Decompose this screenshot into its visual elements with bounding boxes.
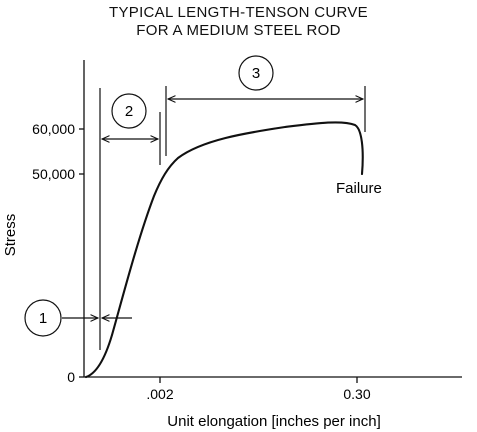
region-1-label: 1 — [39, 310, 47, 327]
region-2-circle — [111, 93, 147, 129]
x-tick-label-002: .002 — [146, 386, 173, 402]
x-axis-label: Unit elongation [inches per inch] — [167, 413, 380, 430]
y-axis-label: Stress — [2, 214, 19, 257]
region-1-circle — [24, 299, 62, 337]
stress-strain-curve — [84, 121, 364, 379]
region-2-label: 2 — [125, 103, 133, 120]
y-tick-label-50000: 50,000 — [32, 166, 75, 182]
chart-title-line-2: FOR A MEDIUM STEEL ROD — [136, 22, 341, 39]
x-tick-label-030: 0.30 — [343, 386, 370, 402]
region-3-circle — [238, 55, 274, 91]
region-3-label: 3 — [252, 65, 260, 82]
y-tick-label-60000: 60,000 — [32, 121, 75, 137]
failure-label: Failure — [336, 180, 382, 197]
y-tick-label-0: 0 — [67, 369, 75, 385]
chart-title-line-1: TYPICAL LENGTH-TENSON CURVE — [109, 4, 368, 21]
